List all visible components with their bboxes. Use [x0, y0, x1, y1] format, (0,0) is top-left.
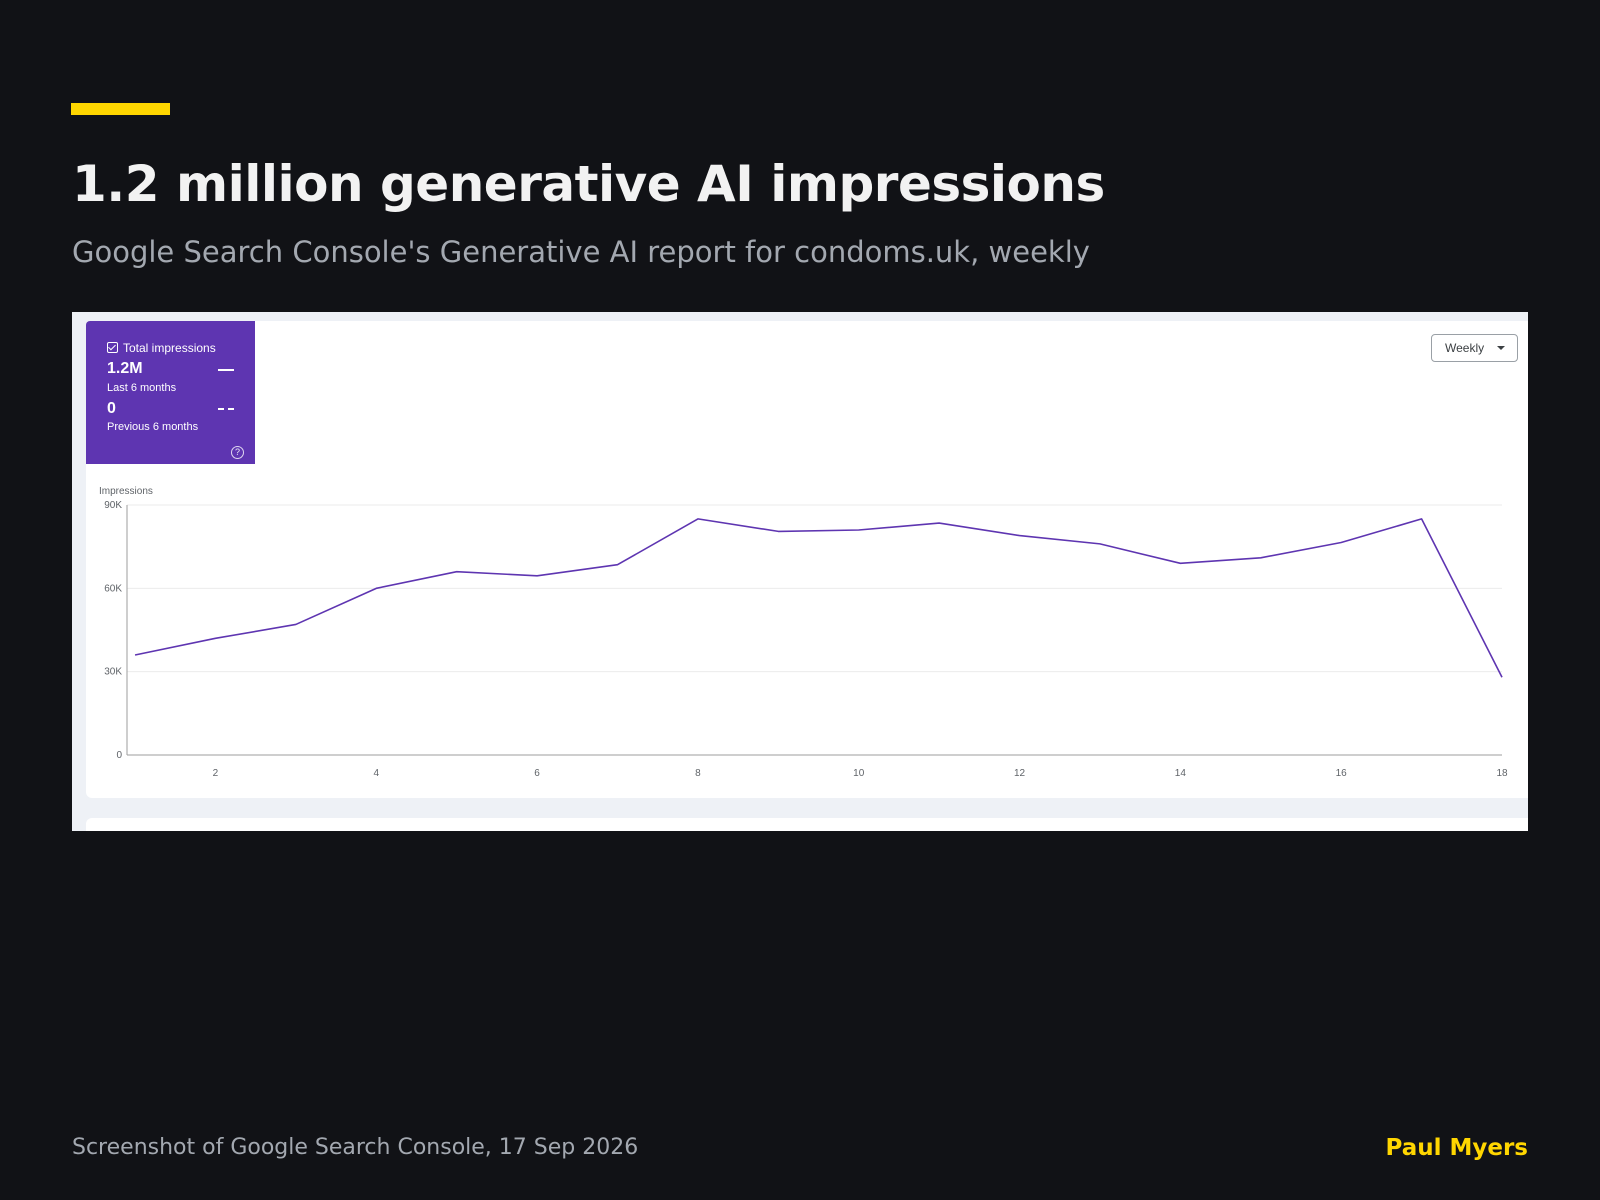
x-tick-label: 4 — [373, 768, 379, 779]
impressions-series-line — [134, 518, 1503, 678]
metric-previous-period: Previous 6 months — [107, 421, 199, 433]
granularity-value: Weekly — [1445, 341, 1485, 355]
metric-previous-value: 0 — [107, 400, 116, 417]
y-tick-label: 0 — [116, 750, 122, 761]
x-tick-label: 2 — [213, 768, 219, 779]
slide-subtitle: Google Search Console's Generative AI re… — [72, 235, 1090, 269]
metric-current-value: 1.2M — [107, 360, 143, 377]
y-tick-label: 30K — [104, 667, 122, 678]
checkbox-icon[interactable] — [107, 342, 118, 353]
slide-title: 1.2 million generative AI impressions — [72, 155, 1105, 213]
x-tick-label: 6 — [534, 768, 540, 779]
x-tick-label: 18 — [1496, 768, 1508, 779]
metric-current-period: Last 6 months — [107, 382, 177, 394]
caret-down-icon — [1497, 346, 1505, 350]
footer-author: Paul Myers — [1385, 1135, 1528, 1161]
x-tick-label: 16 — [1336, 768, 1348, 779]
impressions-line-chart: Impressions 0 30K 60K 90K 2 4 6 8 10 12 14 16 18 — [99, 486, 1508, 779]
total-impressions-metric-card[interactable]: Total impressions 1.2M Last 6 months 0 P… — [86, 321, 255, 464]
y-tick-label: 60K — [104, 583, 122, 594]
solid-line-legend-icon — [218, 369, 234, 371]
next-card — [86, 818, 1528, 831]
accent-bar — [71, 103, 170, 115]
x-tick-label: 10 — [853, 768, 865, 779]
y-tick-label: 90K — [104, 500, 122, 511]
y-axis-title: Impressions — [99, 486, 153, 497]
footer-caption: Screenshot of Google Search Console, 17 … — [72, 1135, 639, 1160]
search-console-screenshot: Total impressions 1.2M Last 6 months 0 P… — [72, 312, 1528, 831]
help-circle-icon[interactable]: ? — [231, 446, 244, 459]
dashed-line-legend-icon — [218, 408, 234, 410]
performance-card — [86, 321, 1528, 798]
granularity-dropdown[interactable]: Weekly — [1431, 334, 1518, 362]
x-tick-label: 14 — [1175, 768, 1187, 779]
metric-label: Total impressions — [123, 341, 216, 355]
x-tick-label: 8 — [695, 768, 701, 779]
x-tick-label: 12 — [1014, 768, 1026, 779]
